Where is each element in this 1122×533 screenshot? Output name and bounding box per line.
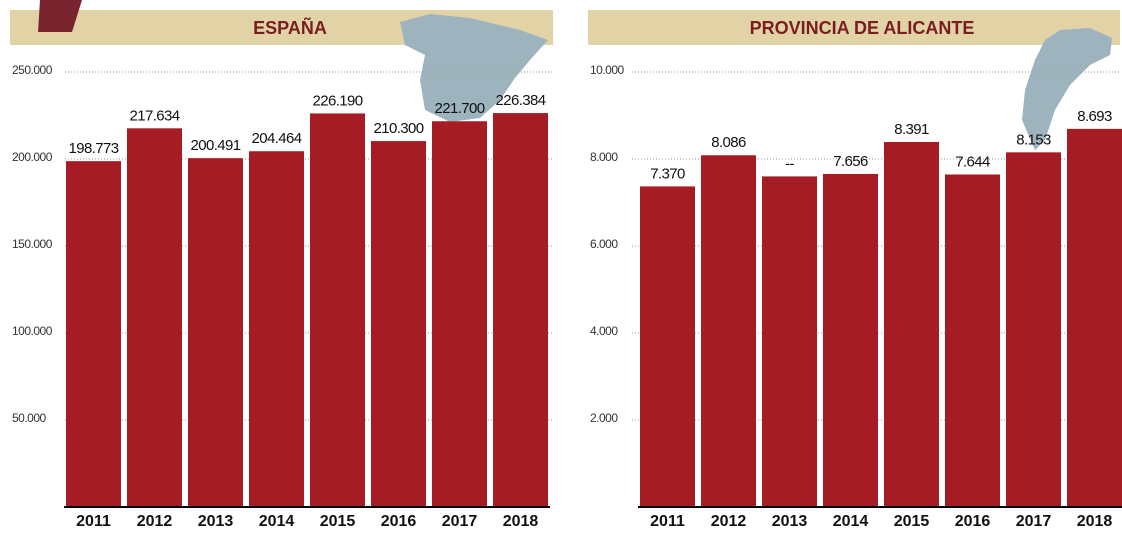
bar (371, 141, 426, 507)
bar (1006, 152, 1061, 508)
bar (127, 128, 182, 507)
y-tick-label: 50.000 (12, 411, 47, 425)
x-tick-label: 2011 (76, 513, 111, 530)
x-tick-label: 2012 (711, 513, 747, 530)
x-tick-label: 2017 (1016, 513, 1052, 530)
value-label: 221.700 (434, 100, 484, 117)
value-label: 200.491 (190, 137, 240, 154)
value-label: 8.086 (711, 134, 746, 151)
x-tick-label: 2012 (137, 513, 173, 530)
y-tick-label: 250.000 (12, 63, 53, 77)
y-tick-label: 2.000 (590, 411, 618, 425)
chart-title: ESPAÑA (253, 17, 327, 38)
value-label: 226.384 (495, 92, 545, 109)
bar (188, 158, 243, 507)
x-tick-label: 2015 (894, 513, 930, 530)
value-label: 8.153 (1016, 131, 1051, 148)
value-label: -- (785, 155, 794, 172)
value-label: 217.634 (129, 107, 179, 124)
bar (432, 121, 487, 507)
value-label: 204.464 (251, 130, 301, 147)
corner-tab (38, 0, 82, 32)
bar (249, 151, 304, 507)
x-tick-label: 2017 (442, 513, 478, 530)
bar (640, 186, 695, 507)
x-tick-label: 2015 (320, 513, 356, 530)
y-tick-label: 8.000 (590, 150, 618, 164)
value-label: 8.391 (894, 121, 929, 138)
value-label: 7.370 (650, 165, 685, 182)
value-label: 226.190 (312, 92, 362, 109)
y-tick-label: 4.000 (590, 324, 618, 338)
bar (66, 161, 121, 507)
x-tick-label: 2016 (381, 513, 417, 530)
value-label: 198.773 (68, 140, 118, 157)
y-tick-label: 10.000 (590, 63, 625, 77)
y-tick-label: 150.000 (12, 237, 53, 251)
x-tick-label: 2014 (259, 513, 295, 530)
y-tick-label: 6.000 (590, 237, 618, 251)
value-label: 7.656 (833, 153, 868, 170)
value-label: 7.644 (955, 153, 990, 170)
bar (701, 155, 756, 507)
bar (762, 176, 817, 507)
bar (493, 113, 548, 507)
x-tick-label: 2013 (772, 513, 808, 530)
value-label: 8.693 (1077, 108, 1112, 125)
bar (1067, 128, 1122, 508)
bar (945, 174, 1000, 507)
bar (310, 113, 365, 508)
y-tick-label: 100.000 (12, 324, 53, 338)
chart-title: PROVINCIA DE ALICANTE (750, 18, 975, 38)
value-label: 210.300 (373, 120, 423, 137)
x-tick-label: 2013 (198, 513, 234, 530)
bar (823, 173, 878, 508)
x-tick-label: 2011 (650, 513, 685, 530)
x-tick-label: 2016 (955, 513, 991, 530)
header-band (588, 10, 1120, 45)
x-tick-label: 2018 (1077, 513, 1113, 530)
bar (884, 141, 939, 507)
y-tick-label: 200.000 (12, 150, 53, 164)
map-spain (400, 14, 548, 122)
x-tick-label: 2018 (503, 513, 539, 530)
x-tick-label: 2014 (833, 513, 869, 530)
map-alicante (1022, 28, 1112, 150)
